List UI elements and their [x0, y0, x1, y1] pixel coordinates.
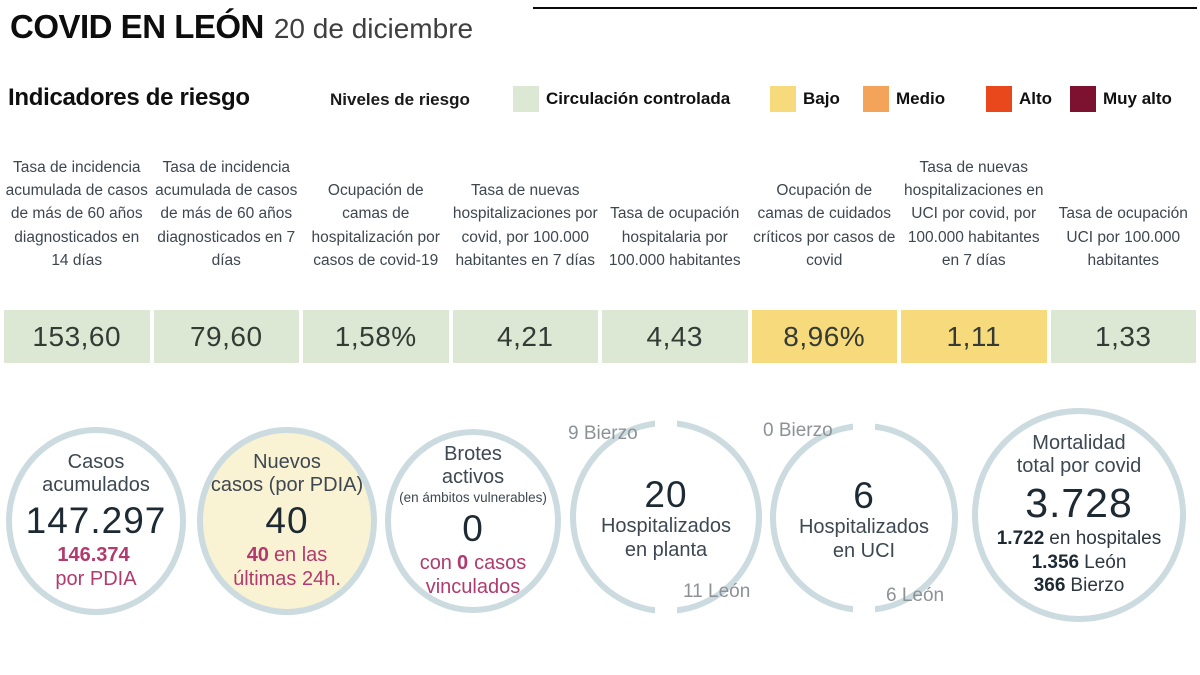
indicator-value-bajo: 1,11: [901, 310, 1047, 363]
stat-circle-nuevos-casos: Nuevos casos (por PDIA) 40 40 en las últi…: [197, 427, 377, 615]
indicator-label: Tasa de incidencia acumulada de casos de…: [155, 158, 298, 269]
indicator-header-row: Tasa de incidencia acumulada de casos de…: [4, 120, 1196, 272]
legend-label: Bajo: [803, 89, 840, 108]
masthead: COVID EN LEÓN 20 de diciembre: [10, 8, 473, 46]
legend-label: Muy alto: [1103, 89, 1172, 108]
mortalidad-leon-line: 1.356 León: [1031, 551, 1127, 573]
indicator-value: 79,60: [153, 310, 299, 363]
legend-swatch-yellow-icon: [770, 86, 796, 112]
legend-title: Niveles de riesgo: [330, 90, 470, 109]
ring-gap-top: [853, 421, 875, 434]
stat-title: Hospitalizados en planta: [600, 515, 732, 561]
stat-circle-mortalidad: Mortalidad total por covid 3.728 1.722 en…: [972, 408, 1186, 622]
legend-label: Alto: [1019, 89, 1053, 108]
stat-value: 3.728: [1025, 480, 1133, 527]
stat-title: Brotes activos: [441, 442, 505, 489]
uci-leon-label: 6 León: [886, 585, 945, 606]
legend-swatch-maroon-icon: [1070, 86, 1096, 112]
legend-item-circulacion-controlada: Circulación controlada: [513, 86, 730, 112]
legend-item-alto: Alto: [986, 86, 1052, 112]
indicator-label: Ocupación de camas de hospitalización po…: [311, 182, 440, 269]
legend-item-bajo: Bajo: [770, 86, 840, 112]
page-date: 20 de diciembre: [273, 13, 474, 44]
indicator-value: 1,58%: [303, 310, 449, 363]
stat-circle-casos-acumulados: Casos acumulados 147.297 146.374 por PDI…: [6, 427, 186, 615]
uci-bierzo-label: 0 Bierzo: [763, 420, 833, 441]
legend-swatch-orange-icon: [863, 86, 889, 112]
stat-circle-hospitalizados-uci: 6 Hospitalizados en UCI: [770, 421, 958, 615]
stat-value: 147.297: [25, 499, 167, 541]
stat-subvalue: con 0 casos vinculados: [419, 552, 527, 598]
indicator-label: Tasa de ocupación hospitalaria por 100.0…: [608, 205, 741, 269]
ring-gap-bottom: [853, 602, 875, 615]
stat-value: 40: [265, 499, 309, 541]
indicator-label: Tasa de nuevas hospitalizaciones en UCI …: [903, 158, 1044, 269]
indicator-value: 1,33: [1050, 310, 1196, 363]
stat-value: 0: [462, 507, 484, 549]
top-divider-line: [533, 7, 1197, 9]
indicator-value: 4,43: [602, 310, 748, 363]
indicator-value-bajo: 8,96%: [751, 310, 897, 363]
stat-circle-hospitalizados-planta: 20 Hospitalizados en planta: [570, 418, 762, 616]
legend-item-medio: Medio: [863, 86, 945, 112]
indicator-label: Tasa de ocupación UCI por 100.000 habita…: [1058, 205, 1188, 269]
indicator-label: Tasa de incidencia acumulada de casos de…: [5, 158, 148, 269]
ring-gap-bottom: [655, 603, 677, 616]
stat-value: 20: [644, 473, 688, 515]
stat-subtitle: (en ámbitos vulnerables): [399, 489, 547, 505]
stat-title: Hospitalizados en UCI: [798, 516, 930, 562]
legend-swatch-red-icon: [986, 86, 1012, 112]
ring-gap-top: [655, 418, 677, 431]
mortalidad-bierzo-line: 366 Bierzo: [1033, 575, 1125, 597]
indicator-value: 4,21: [452, 310, 598, 363]
indicator-label: Tasa de nuevas hospitalizaciones por cov…: [452, 182, 598, 269]
stat-title: Casos acumulados: [42, 450, 150, 497]
indicator-value-row: 153,60 79,60 1,58% 4,21 4,43 8,96% 1,11 …: [4, 310, 1196, 363]
mortalidad-hospitales-line: 1.722 en hospitales: [996, 527, 1162, 549]
stat-title: Mortalidad total por covid: [1016, 431, 1142, 478]
planta-leon-label: 11 León: [683, 581, 751, 602]
planta-bierzo-label: 9 Bierzo: [568, 423, 638, 444]
stat-title: Nuevos casos (por PDIA): [210, 450, 364, 497]
page-title: COVID EN LEÓN: [10, 8, 264, 45]
stat-circle-brotes-activos: Brotes activos (en ámbitos vulnerables) …: [385, 429, 561, 613]
stat-value: 6: [853, 474, 875, 516]
section-title: Indicadores de riesgo: [8, 84, 250, 111]
stat-subvalue: 40 en las últimas 24h.: [233, 544, 341, 590]
legend-label: Medio: [896, 89, 946, 108]
legend-label: Circulación controlada: [546, 89, 731, 108]
stat-subvalue: 146.374 por PDIA: [55, 544, 137, 590]
legend-swatch-green-icon: [513, 86, 539, 112]
indicator-value: 153,60: [4, 310, 150, 363]
indicator-label: Ocupación de camas de cuidados críticos …: [753, 182, 896, 269]
legend-item-muy-alto: Muy alto: [1070, 86, 1172, 112]
